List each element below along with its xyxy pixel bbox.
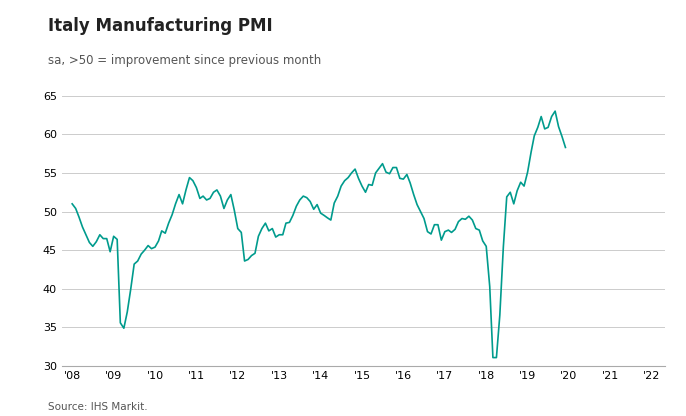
Text: Source: IHS Markit.: Source: IHS Markit. bbox=[48, 402, 147, 412]
Text: Italy Manufacturing PMI: Italy Manufacturing PMI bbox=[48, 17, 272, 35]
Text: sa, >50 = improvement since previous month: sa, >50 = improvement since previous mon… bbox=[48, 54, 321, 67]
